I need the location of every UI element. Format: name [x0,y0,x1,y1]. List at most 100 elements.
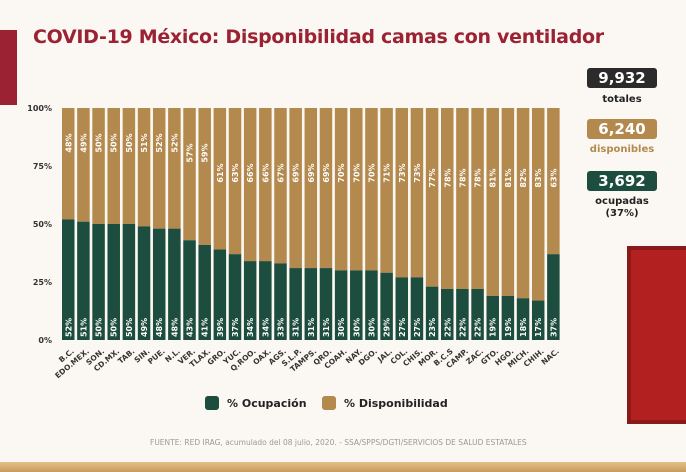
bar-availability [486,108,499,296]
bar-occupation [486,295,499,340]
bar-availability [107,108,120,224]
footer-band [0,462,686,472]
data-label-availability: 63% [549,168,558,187]
data-label-availability: 78% [474,168,483,187]
data-label-availability: 49% [79,133,88,152]
data-label-occupation: 19% [489,318,498,337]
bar-occupation [198,244,211,340]
bar-occupation [259,261,272,340]
data-label-availability: 69% [322,163,331,182]
data-label-occupation: 30% [352,318,361,337]
bar-occupation [441,288,454,340]
data-label-availability: 61% [216,163,225,182]
bar-occupation [501,295,515,340]
bar-occupation [92,224,105,340]
data-label-availability: 66% [261,163,270,182]
data-label-availability: 73% [398,163,407,182]
occupied-beds-label: ocupadas [595,196,649,207]
data-label-availability: 52% [155,133,164,152]
bar-occupation [243,261,257,340]
bar-availability [274,108,287,264]
legend-swatch-occupation [205,396,219,410]
data-label-occupation: 43% [186,318,195,337]
data-label-occupation: 19% [504,318,513,337]
data-label-occupation: 22% [474,318,483,337]
bar-availability [198,108,211,245]
bar-occupation [547,254,560,340]
bar-availability [152,108,166,229]
data-label-availability: 57% [186,143,195,162]
data-label-occupation: 31% [307,318,316,337]
data-label-availability: 63% [231,163,240,182]
data-label-occupation: 22% [443,318,452,337]
data-label-occupation: 27% [398,318,407,337]
legend-swatch-availability [322,396,336,410]
bar-availability [62,108,75,220]
bar-occupation [395,277,409,340]
data-label-availability: 81% [489,168,498,187]
data-label-availability: 71% [383,163,392,182]
legend-availability: % Disponibilidad [322,396,448,410]
y-tick-label: 0% [38,336,52,345]
data-label-occupation: 34% [246,318,255,337]
data-label-occupation: 30% [367,318,376,337]
bar-availability [350,108,363,271]
data-label-occupation: 49% [140,318,149,337]
bar-availability [77,108,90,222]
data-label-availability: 59% [201,143,210,162]
data-label-occupation: 33% [276,318,285,337]
data-label-availability: 52% [170,133,179,152]
data-label-availability: 69% [307,163,316,182]
data-label-occupation: 50% [110,318,119,337]
bar-availability [228,108,242,255]
bar-occupation [410,277,424,340]
accent-bar [0,30,17,105]
data-label-availability: 70% [352,163,361,182]
bar-occupation [152,228,166,340]
bar-availability [122,108,136,224]
data-label-occupation: 22% [458,318,467,337]
data-label-availability: 50% [125,133,134,152]
bar-occupation [365,270,378,340]
data-label-occupation: 23% [428,318,437,337]
y-tick-label: 75% [33,162,52,171]
legend-occupation: % Ocupación [205,396,307,410]
data-label-occupation: 51% [79,318,88,337]
legend-label-availability: % Disponibilidad [344,396,448,410]
bar-availability [183,108,196,241]
data-label-occupation: 37% [549,318,558,337]
data-label-occupation: 50% [125,318,134,337]
data-label-availability: 70% [337,163,346,182]
page-title: COVID-19 México: Disponibilidad camas co… [33,26,604,48]
bar-availability [471,108,484,289]
data-label-availability: 48% [64,133,73,152]
y-tick-label: 25% [33,278,52,287]
bar-occupation [213,249,227,340]
bar-occupation [228,254,242,340]
x-tick-label: NAC. [539,347,561,367]
bar-availability [395,108,409,278]
available-beds-label: disponibles [589,144,655,155]
bar-occupation [319,268,333,340]
data-label-occupation: 31% [292,318,301,337]
bar-occupation [516,298,530,340]
bar-occupation [122,224,136,340]
bar-occupation [350,270,363,340]
bar-availability [137,108,151,227]
data-label-occupation: 41% [201,318,210,337]
bar-occupation [380,272,393,340]
data-label-occupation: 48% [155,318,164,337]
source-note: FUENTE: RED IRAG, acumulado del 08 julio… [150,438,527,447]
data-label-occupation: 48% [170,318,179,337]
bar-occupation [425,286,439,340]
data-label-availability: 77% [428,168,437,187]
bar-occupation [289,268,302,340]
bar-availability [243,108,257,262]
bar-occupation [107,224,120,340]
bar-availability [516,108,530,299]
bar-availability [380,108,393,273]
available-beds-value: 6,240 [587,119,657,139]
data-label-availability: 78% [458,168,467,187]
data-label-occupation: 27% [413,318,422,337]
